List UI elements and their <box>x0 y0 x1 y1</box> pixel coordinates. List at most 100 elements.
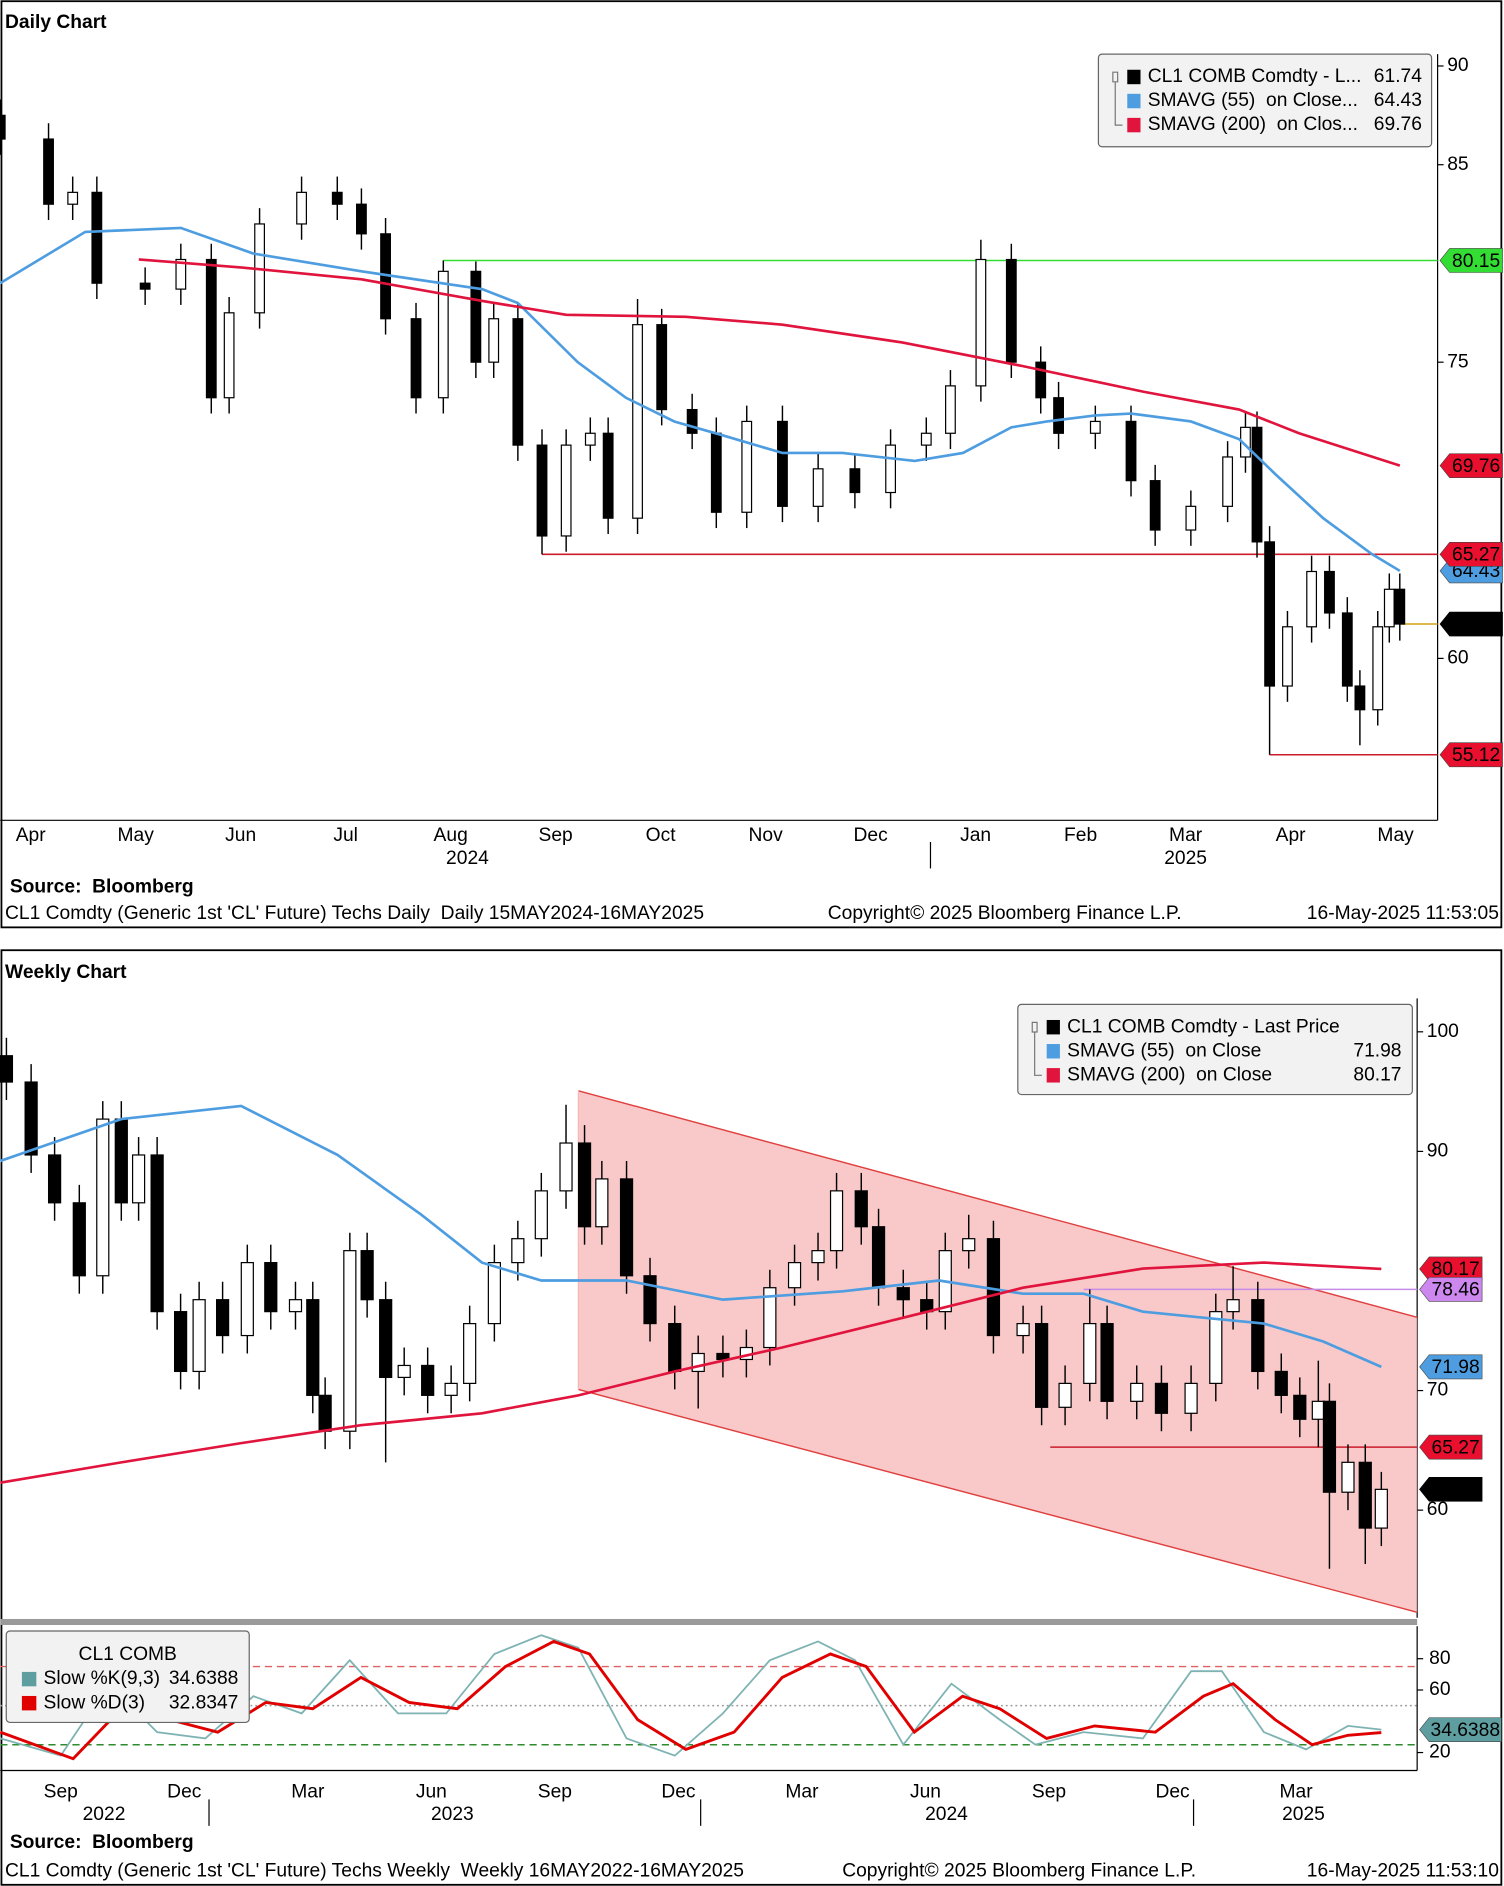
y-tick-label: 100 <box>1427 1021 1459 1042</box>
x-tick-label: Oct <box>646 825 677 846</box>
timestamp: 16-May-2025 11:53:10 <box>1307 1861 1499 1882</box>
candle-body <box>1341 1461 1355 1493</box>
candle-body <box>1264 541 1276 687</box>
year-label: 2022 <box>83 1804 126 1825</box>
candle-body <box>288 1299 303 1313</box>
x-tick-label: Mar <box>1169 825 1203 846</box>
candle-body <box>175 258 187 290</box>
candle-body <box>1293 1394 1307 1420</box>
y-tick-label: 20 <box>1429 1742 1450 1763</box>
year-label: 2024 <box>446 848 489 869</box>
x-tick-label: Sep <box>539 825 573 846</box>
footer-info: CL1 Comdty (Generic 1st 'CL' Future) Tec… <box>5 903 704 924</box>
x-tick-label: Apr <box>16 825 47 846</box>
candle-body <box>602 432 614 519</box>
candle-body <box>139 282 151 290</box>
candle-body <box>1035 1322 1049 1408</box>
candle-body <box>1222 456 1234 507</box>
candle-body <box>24 1081 38 1156</box>
sma-line <box>0 226 1401 572</box>
candle-body <box>0 114 6 140</box>
candle-body <box>962 1238 976 1252</box>
candle-body <box>849 468 861 494</box>
candle-body <box>1394 588 1406 625</box>
candle-body <box>1282 626 1293 687</box>
level-tag-box <box>1439 248 1503 273</box>
level-tag: 61.74 <box>1432 1480 1480 1501</box>
candle-body <box>668 1322 682 1373</box>
candle-body <box>536 444 548 537</box>
legend-tree <box>1031 1021 1042 1076</box>
candle-body <box>397 1364 411 1379</box>
year-label: 2025 <box>1282 1804 1325 1825</box>
candle-body <box>686 408 698 434</box>
candle-body <box>1251 426 1263 543</box>
x-tick-label: Jun <box>416 1781 447 1802</box>
candle-body <box>560 444 572 537</box>
candle-body <box>223 312 235 399</box>
y-tick-label: 85 <box>1447 154 1468 175</box>
channel-edge <box>578 1388 1418 1613</box>
indicator-tag-box <box>1419 1717 1502 1742</box>
legend-swatch <box>21 1671 37 1687</box>
candle-body <box>1372 626 1384 711</box>
candle-body <box>356 203 367 235</box>
candle-body <box>487 1262 501 1325</box>
x-tick-label: Mar <box>291 1781 325 1802</box>
candle-body <box>829 1190 844 1252</box>
candle-body <box>920 432 932 446</box>
indicator-legend-box <box>5 1630 250 1724</box>
y-tick-label: 60 <box>1429 1679 1450 1700</box>
level-tag-box <box>1439 611 1503 637</box>
legend-value: 71.98 <box>1353 1040 1401 1061</box>
legend-value: 64.43 <box>1374 90 1422 111</box>
candle-body <box>360 1250 374 1301</box>
legend-label: Slow %K(9,3) <box>44 1668 161 1689</box>
candle-body <box>1354 685 1366 711</box>
candle-body <box>787 1262 802 1289</box>
chart-title: Weekly Chart <box>5 962 127 983</box>
source: Source: Bloomberg <box>10 877 194 898</box>
candle-body <box>444 1382 458 1396</box>
candle-body <box>1005 258 1017 363</box>
timestamp: 16-May-2025 11:53:05 <box>1307 903 1499 924</box>
level-tag: 69.76 <box>1452 456 1500 477</box>
sma-line <box>138 258 1401 467</box>
candle-body <box>534 1190 548 1240</box>
candle-body <box>1035 361 1047 399</box>
candle-body <box>975 258 987 387</box>
x-tick-label: Sep <box>538 1781 572 1802</box>
candle-body <box>559 1142 573 1192</box>
candle-body <box>1058 1382 1072 1408</box>
candle-body <box>854 1190 868 1228</box>
candle-body <box>1322 1400 1337 1493</box>
level-tag: 80.15 <box>1452 251 1500 272</box>
candle-body <box>1251 1299 1265 1373</box>
y-tick-label: 75 <box>1447 351 1468 372</box>
indicator-tag: 34.6388 <box>1430 1720 1500 1741</box>
indicator-line <box>0 1634 1382 1757</box>
level-tag: 55.12 <box>1452 745 1500 766</box>
level-tag-box <box>1419 1477 1483 1502</box>
x-tick-label: Dec <box>661 1781 696 1802</box>
candle-body <box>511 1238 525 1264</box>
legend-box <box>1097 53 1433 148</box>
y-tick-label: 90 <box>1427 1140 1448 1161</box>
level-tag: 71.98 <box>1432 1357 1480 1378</box>
candle-body <box>1341 612 1353 687</box>
x-tick-label: Jan <box>960 825 991 846</box>
year-label: 2023 <box>431 1804 474 1825</box>
candle-body <box>43 138 54 205</box>
candle-body <box>91 191 103 284</box>
candle-body <box>691 1352 705 1373</box>
x-tick-label: May <box>118 825 155 846</box>
x-tick-label: Dec <box>167 1781 202 1802</box>
x-tick-label: Dec <box>1155 1781 1190 1802</box>
candle-body <box>131 1154 146 1204</box>
candle-body <box>96 1118 110 1277</box>
candle-body <box>463 1322 477 1384</box>
panel-separator <box>0 1618 1418 1625</box>
legend-value: 69.76 <box>1374 114 1422 135</box>
x-tick-label: Jun <box>225 825 256 846</box>
level-tag: 80.17 <box>1432 1259 1480 1280</box>
